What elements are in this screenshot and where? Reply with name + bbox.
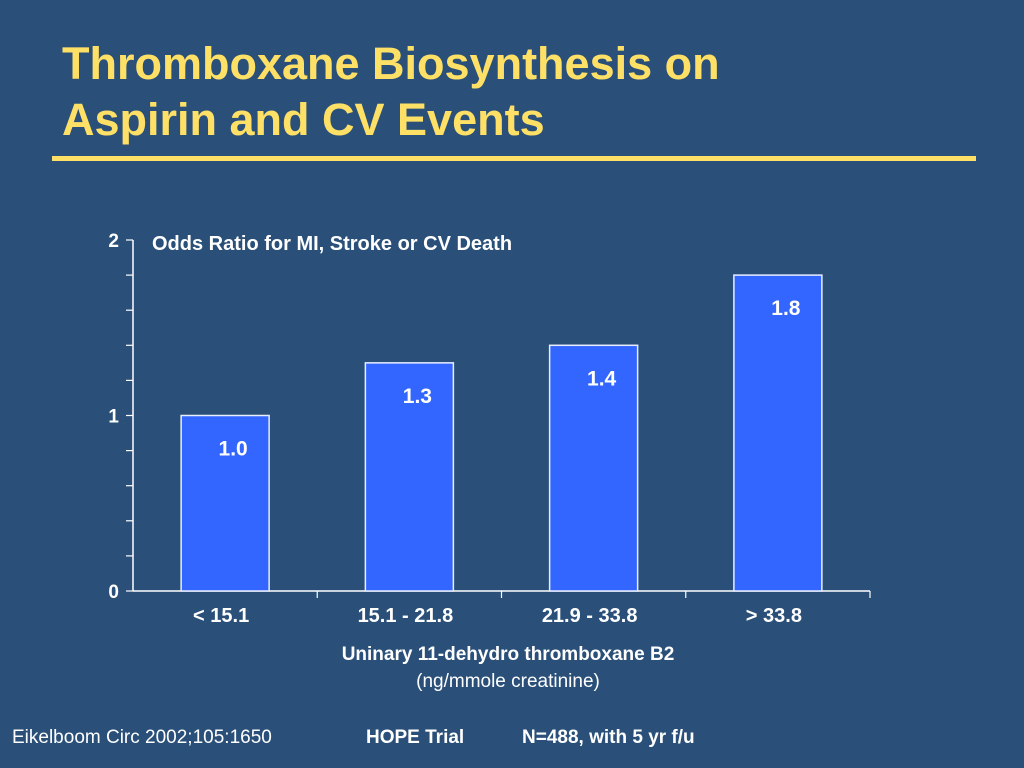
bar-value-label: 1.3 — [403, 385, 432, 408]
slide-title: Thromboxane Biosynthesis on Aspirin and … — [62, 36, 982, 148]
slide-title-line-1: Thromboxane Biosynthesis on — [62, 38, 720, 89]
y-tick-label: 1 — [108, 407, 119, 428]
bar — [548, 344, 639, 592]
bar — [733, 274, 823, 592]
bar — [364, 362, 455, 592]
bar-chart: Odds Ratio for MI, Stroke or CV Death Un… — [108, 231, 871, 692]
footer-citation: Eikelboom Circ 2002;105:1650 — [12, 727, 272, 748]
y-tick-label: 2 — [108, 231, 119, 252]
x-tick-label: < 15.1 — [193, 605, 249, 627]
x-tick-label: > 33.8 — [746, 605, 802, 627]
bar-value-label: 1.4 — [587, 367, 617, 390]
bar-value-label: 1.8 — [771, 297, 801, 320]
x-tick-label: 21.9 - 33.8 — [542, 605, 638, 627]
chart-title: Odds Ratio for MI, Stroke or CV Death — [152, 233, 512, 255]
bar-value-label: 1.0 — [219, 438, 248, 461]
footer-trial-name: HOPE Trial — [366, 727, 465, 748]
chart-marks: 0 1 2 1.0 < 15.1 1.3 15.1 - 21.8 1.4 21.9 - 33.8… — [108, 231, 871, 627]
bar — [180, 414, 270, 592]
slide-title-line-2: Aspirin and CV Events — [62, 94, 545, 145]
x-axis-units: (ng/mmole creatinine) — [416, 671, 600, 692]
y-tick-label: 0 — [108, 582, 119, 603]
footer-sample-size: N=488, with 5 yr f/u — [522, 727, 695, 748]
x-tick-label: 15.1 - 21.8 — [358, 605, 454, 627]
title-underline — [52, 156, 976, 161]
x-axis-title: Uninary 11-dehydro thromboxane B2 — [342, 644, 675, 665]
